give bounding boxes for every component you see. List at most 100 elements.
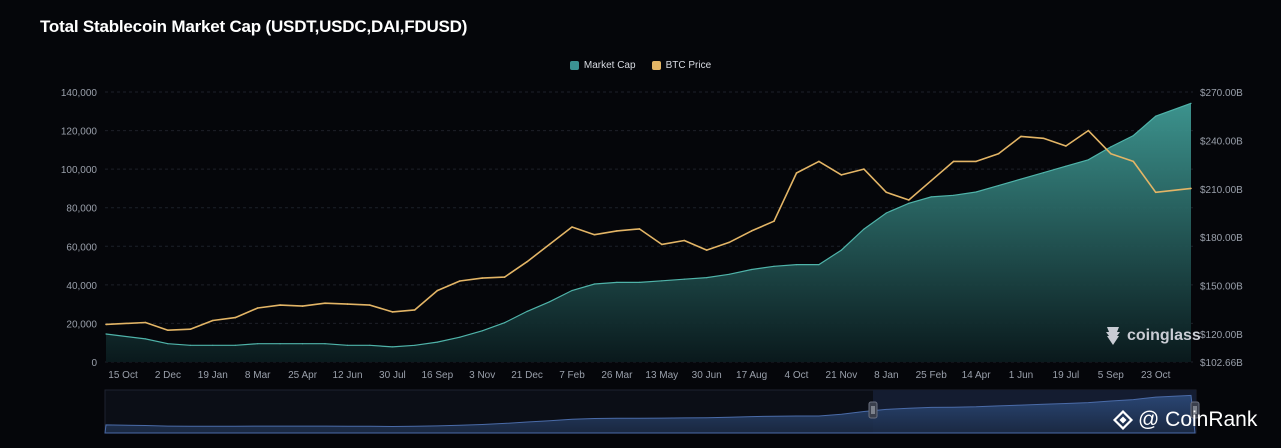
x-tick-label: 21 Dec	[511, 370, 543, 381]
market-cap-point	[167, 343, 169, 345]
x-tick-label: 21 Nov	[826, 370, 858, 381]
market-cap-point	[391, 346, 393, 348]
market-cap-point	[1087, 159, 1089, 161]
x-tick-label: 16 Sep	[421, 370, 453, 381]
left-tick-label: 0	[91, 358, 97, 369]
legend-label-market-cap: Market Cap	[583, 60, 636, 71]
btc-price-point	[234, 316, 237, 319]
market-cap-point	[189, 344, 191, 346]
market-cap-point	[302, 343, 304, 345]
range-navigator[interactable]	[104, 389, 1200, 434]
market-cap-point	[105, 333, 107, 335]
series-layer	[105, 102, 1192, 363]
market-cap-point	[840, 249, 843, 251]
btc-price-point	[459, 280, 461, 282]
navigator-series	[104, 394, 1196, 434]
market-cap-point	[1065, 165, 1067, 167]
market-cap-area	[106, 103, 1191, 363]
btc-price-point	[167, 329, 169, 332]
left-tick-label: 80,000	[66, 204, 97, 215]
right-axis: $270.00B $240.00B $210.00B $180.00B $150.00B…	[1200, 88, 1243, 369]
x-tick-label: 13 May	[645, 370, 678, 381]
btc-price-point	[773, 220, 775, 222]
coinglass-logo-icon	[1106, 327, 1120, 345]
btc-price-point	[705, 249, 708, 251]
btc-price-point	[683, 239, 686, 242]
btc-price-point	[997, 152, 1000, 155]
market-cap-line	[105, 102, 1192, 348]
btc-price-point	[840, 174, 843, 176]
x-tick-label: 12 Jun	[332, 370, 362, 381]
btc-price-point	[1020, 135, 1022, 138]
btc-price-point	[1190, 187, 1192, 190]
btc-price-point	[481, 277, 484, 279]
x-tick-label: 30 Jul	[379, 370, 406, 381]
market-cap-point	[616, 281, 618, 283]
x-tick-label: 7 Feb	[559, 370, 585, 381]
market-cap-point	[346, 344, 349, 346]
btc-price-point	[144, 321, 147, 324]
market-cap-point	[751, 268, 753, 271]
coinglass-brand: coinglass	[1127, 327, 1201, 344]
navigator-handle	[1190, 401, 1200, 419]
x-tick-label: 15 Oct	[108, 370, 138, 381]
btc-price-point	[414, 309, 416, 311]
btc-price-point	[548, 243, 551, 246]
btc-price-point	[571, 226, 573, 228]
market-cap-point	[212, 344, 214, 346]
btc-price-point	[952, 160, 955, 163]
left-axis: 140,000 120,000 100,000 80,000 60,000 40,000 2…	[61, 88, 98, 369]
btc-price-point	[818, 160, 820, 163]
right-tick-label: $210.00B	[1200, 185, 1243, 196]
market-cap-point	[1132, 135, 1134, 137]
btc-price-point	[369, 304, 371, 306]
x-tick-label: 4 Oct	[785, 370, 809, 381]
x-tick-label: 8 Jan	[874, 370, 898, 381]
market-cap-point	[885, 212, 887, 214]
coinrank-credit: @ CoinRank	[1112, 408, 1257, 432]
left-tick-label: 20,000	[66, 319, 97, 330]
x-tick-label: 30 Jun	[692, 370, 722, 381]
market-cap-point	[863, 228, 865, 230]
x-tick-label: 8 Mar	[245, 370, 271, 381]
legend-item-market-cap[interactable]: Market Cap	[569, 60, 636, 71]
btc-price-point	[885, 191, 888, 194]
btc-price-point	[1087, 129, 1090, 132]
market-cap-point	[593, 283, 596, 285]
x-tick-label: 2 Dec	[155, 370, 181, 381]
btc-price-line	[105, 129, 1192, 331]
btc-price-point	[1065, 145, 1067, 147]
btc-price-point	[1154, 191, 1157, 194]
btc-price-point	[1042, 137, 1045, 140]
market-cap-point	[773, 265, 775, 267]
market-cap-point	[571, 289, 573, 292]
btc-price-point	[301, 305, 304, 307]
coinrank-text: @ CoinRank	[1138, 408, 1258, 431]
x-tick-label: 25 Apr	[288, 370, 318, 381]
btc-price-point	[324, 302, 326, 305]
btc-price-point	[189, 328, 192, 331]
legend-item-btc-price[interactable]: BTC Price	[651, 60, 712, 71]
x-axis: 15 Oct 2 Dec 19 Jan 8 Mar 25 Apr 12 Jun 30 Jul…	[108, 370, 1170, 381]
btc-price-point	[391, 311, 394, 313]
market-cap-point	[234, 344, 236, 346]
btc-price-point	[863, 168, 865, 170]
market-cap-point	[908, 202, 910, 204]
market-cap-point	[548, 301, 551, 303]
market-cap-point	[481, 330, 483, 332]
btc-price-point	[105, 323, 107, 326]
x-tick-label: 19 Jul	[1053, 370, 1080, 381]
coinglass-watermark: coinglass	[1103, 325, 1201, 347]
market-cap-point	[975, 191, 977, 193]
legend-label-btc-price: BTC Price	[665, 60, 712, 71]
btc-price-point	[1132, 160, 1135, 163]
market-cap-point	[459, 336, 461, 338]
btc-price-point	[346, 303, 349, 305]
btc-price-point	[526, 260, 528, 263]
btc-price-point	[616, 230, 618, 232]
left-tick-label: 60,000	[66, 242, 97, 253]
market-cap-point	[706, 277, 708, 279]
x-tick-label: 1 Jun	[1009, 370, 1033, 381]
x-tick-label: 5 Sep	[1098, 370, 1125, 381]
